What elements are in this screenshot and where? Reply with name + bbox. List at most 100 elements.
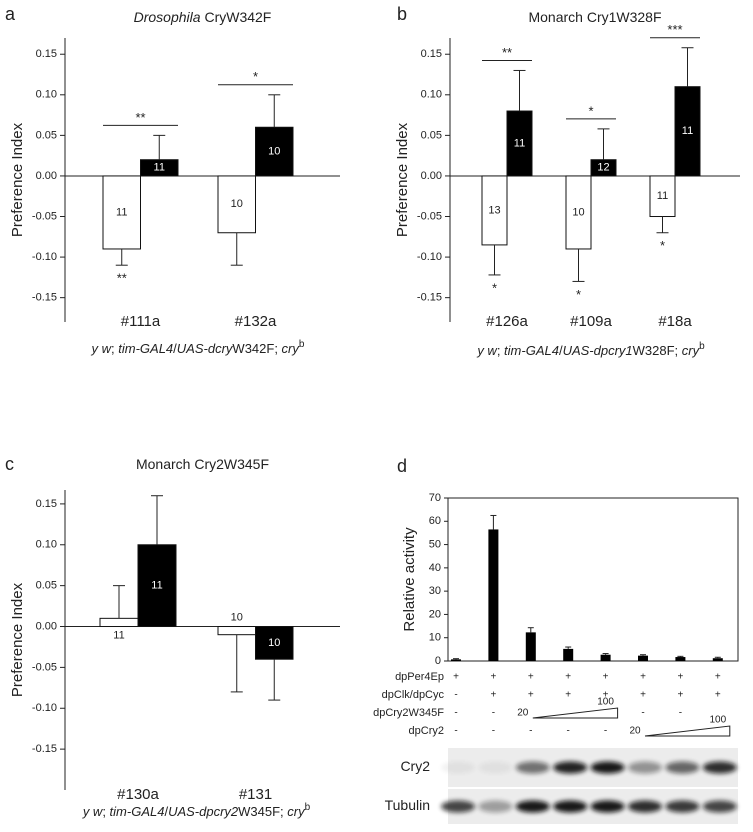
y-tick-label: 0.05	[36, 129, 57, 141]
sample-size: 10	[268, 146, 280, 158]
x-label-part: y w	[82, 804, 104, 819]
blot-band	[515, 761, 550, 774]
y-axis-label: Preference Index	[9, 122, 26, 237]
x-label-part: W345F;	[238, 804, 287, 819]
blot-band	[515, 800, 550, 813]
concentration-ramp	[532, 707, 619, 719]
bar	[600, 654, 611, 661]
condition-cell: -	[454, 708, 457, 719]
blot-band	[441, 761, 475, 774]
bar	[525, 632, 536, 661]
x-label-part: tim-GAL4	[118, 341, 173, 356]
bar	[488, 529, 499, 661]
y-tick-label: -0.15	[417, 292, 442, 304]
y-tick-label: 10	[429, 632, 441, 644]
condition-cell: 20	[629, 726, 641, 737]
bar	[451, 659, 461, 661]
condition-cell: -	[492, 726, 495, 737]
y-tick-label: 0.10	[36, 539, 57, 551]
title-part: Monarch Cry2W345F	[136, 456, 269, 472]
x-label-part: UAS-dpcry1	[563, 343, 633, 358]
title-part: Drosophila	[134, 9, 201, 25]
condition-cell: -	[454, 726, 457, 737]
condition-cell: +	[603, 672, 609, 683]
y-tick-label: -0.05	[32, 661, 57, 673]
bar	[674, 86, 701, 177]
condition-cell: -	[492, 708, 495, 719]
y-tick-label: 0.05	[36, 580, 57, 592]
panel-letter: c	[5, 454, 14, 474]
significance: ***	[667, 22, 682, 37]
y-tick-label: -0.15	[32, 292, 57, 304]
sample-size: 11	[154, 162, 165, 174]
y-tick-label: -0.05	[417, 210, 442, 222]
title-part: CryW342F	[201, 9, 272, 25]
y-tick-label: 0.00	[421, 170, 442, 182]
y-tick-label: 70	[429, 492, 441, 504]
y-axis-label: Preference Index	[394, 122, 411, 237]
x-label-part: tim-GAL4	[504, 343, 559, 358]
condition-cell: +	[453, 672, 459, 683]
sample-size: 11	[116, 206, 127, 218]
condition-cell: +	[565, 690, 571, 701]
y-tick-label: -0.10	[32, 702, 57, 714]
bar	[255, 626, 294, 660]
y-tick-label: -0.10	[32, 251, 57, 263]
chart-title: Monarch Cry1W328F	[528, 9, 661, 25]
condition-cell: +	[715, 672, 721, 683]
y-tick-label: -0.05	[32, 210, 57, 222]
x-label-part: tim-GAL4	[110, 804, 165, 819]
bar	[675, 657, 686, 661]
sample-size: 10	[268, 637, 280, 649]
sample-size: 11	[151, 580, 162, 592]
condition-cell: -	[604, 726, 607, 737]
condition-cell: -	[679, 708, 682, 719]
y-axis-label: Relative activity	[401, 527, 418, 632]
panel-letter: b	[397, 4, 407, 24]
y-tick-label: 0.00	[36, 620, 57, 632]
star: **	[117, 271, 127, 286]
condition-cell: +	[490, 672, 496, 683]
sample-size: 11	[113, 629, 124, 641]
condition-label: dpClk/dpCyc	[382, 689, 445, 701]
blot-label: Tubulin	[385, 797, 430, 813]
condition-cell: +	[640, 690, 646, 701]
bar	[565, 175, 592, 250]
sample-size: 13	[488, 204, 500, 216]
condition-cell: 100	[597, 697, 614, 708]
chart-title: Drosophila CryW342F	[134, 9, 272, 25]
y-tick-label: 60	[429, 515, 441, 527]
bar	[255, 126, 294, 177]
x-tick-label: #111a	[121, 313, 161, 330]
condition-cell: -	[529, 726, 532, 737]
x-axis-label: y w; tim-GAL4/UAS-dpcry1W328F; cryb	[476, 341, 705, 359]
condition-cell: +	[640, 672, 646, 683]
y-tick-label: 0	[435, 655, 441, 667]
condition-cell: -	[567, 726, 570, 737]
condition-cell: +	[603, 690, 609, 701]
y-tick-label: 0.15	[36, 48, 57, 60]
x-label-part: cry	[282, 341, 301, 356]
bar	[217, 626, 256, 636]
bar	[712, 658, 723, 661]
y-tick-label: 0.10	[421, 89, 442, 101]
x-label-part: y w	[91, 341, 113, 356]
star: *	[492, 280, 497, 295]
sample-size: 12	[597, 162, 609, 174]
x-tick-label: #18a	[658, 313, 692, 330]
condition-cell: +	[677, 672, 683, 683]
x-label-part: /	[164, 804, 168, 819]
x-tick-label: #131	[239, 786, 272, 803]
bar	[638, 655, 648, 661]
sample-size: 10	[231, 198, 243, 210]
significance: **	[135, 110, 145, 125]
blot-band	[478, 761, 513, 774]
x-label-part: UAS-dcry	[177, 341, 234, 356]
x-label-part: W342F;	[232, 341, 281, 356]
blot-band	[628, 761, 662, 774]
condition-label: dpPer4Ep	[395, 671, 444, 683]
plot-frame	[447, 497, 739, 662]
condition-cell: +	[565, 672, 571, 683]
condition-cell: +	[715, 690, 721, 701]
